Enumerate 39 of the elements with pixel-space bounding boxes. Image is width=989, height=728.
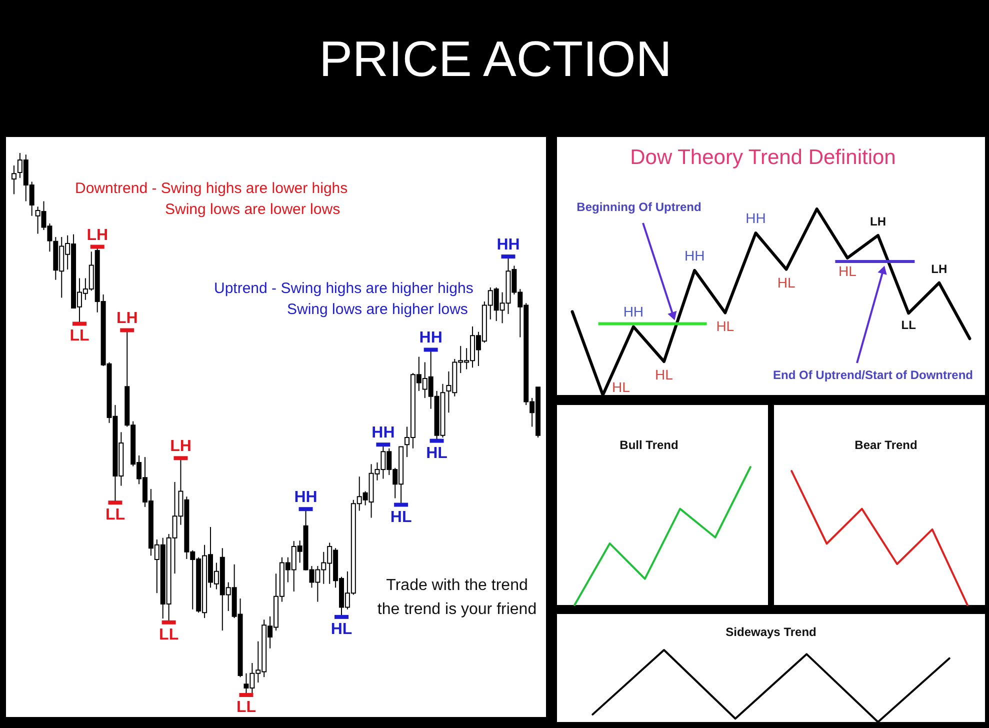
annotation: Uptrend - Swing highs are higher highs [214, 280, 474, 297]
annotation: LL [159, 626, 179, 644]
chart-title: Dow Theory Trend Definition [630, 146, 896, 169]
chart-title: Bear Trend [854, 438, 918, 452]
annotation: Swing lows are lower lows [165, 201, 340, 218]
candlestick [11, 164, 16, 195]
chart-title: PRICE ACTION [319, 31, 672, 87]
annotation: Downtrend - Swing highs are lower highs [75, 180, 348, 197]
annotation: LL [901, 318, 916, 332]
annotation: HH [684, 247, 705, 264]
annotation: Trade with the trend [386, 577, 528, 594]
annotation: HH [496, 236, 520, 254]
annotation: LL [70, 328, 90, 345]
annotation: the trend is your friend [377, 601, 537, 618]
annotation: LH [170, 438, 192, 456]
annotation: HH [294, 489, 318, 506]
annotation: LH [870, 214, 886, 228]
annotation: HH [372, 424, 395, 442]
annotation: LH [931, 262, 948, 276]
annotation: HL [716, 318, 734, 334]
chart-title: Sideways Trend [726, 625, 816, 639]
annotation: HL [838, 262, 857, 279]
annotation: HH [746, 210, 766, 226]
annotation: LL [105, 506, 126, 524]
annotation: HL [612, 379, 630, 395]
annotation: HL [390, 508, 412, 526]
chart-title: Bull Trend [620, 438, 678, 452]
annotation: HH [623, 304, 644, 320]
annotation: End Of Uptrend/Start of Downtrend [773, 368, 973, 382]
annotation: HL [655, 366, 674, 383]
annotation: Beginning Of Uptrend [576, 200, 702, 214]
annotation: LH [116, 310, 138, 328]
annotation: LH [86, 226, 108, 244]
annotation: LL [236, 699, 256, 716]
annotation: HL [777, 274, 796, 290]
annotation: HL [426, 444, 448, 462]
annotation: Swing lows are higher lows [287, 301, 468, 318]
annotation: HH [419, 330, 442, 347]
annotation: HL [330, 620, 352, 638]
